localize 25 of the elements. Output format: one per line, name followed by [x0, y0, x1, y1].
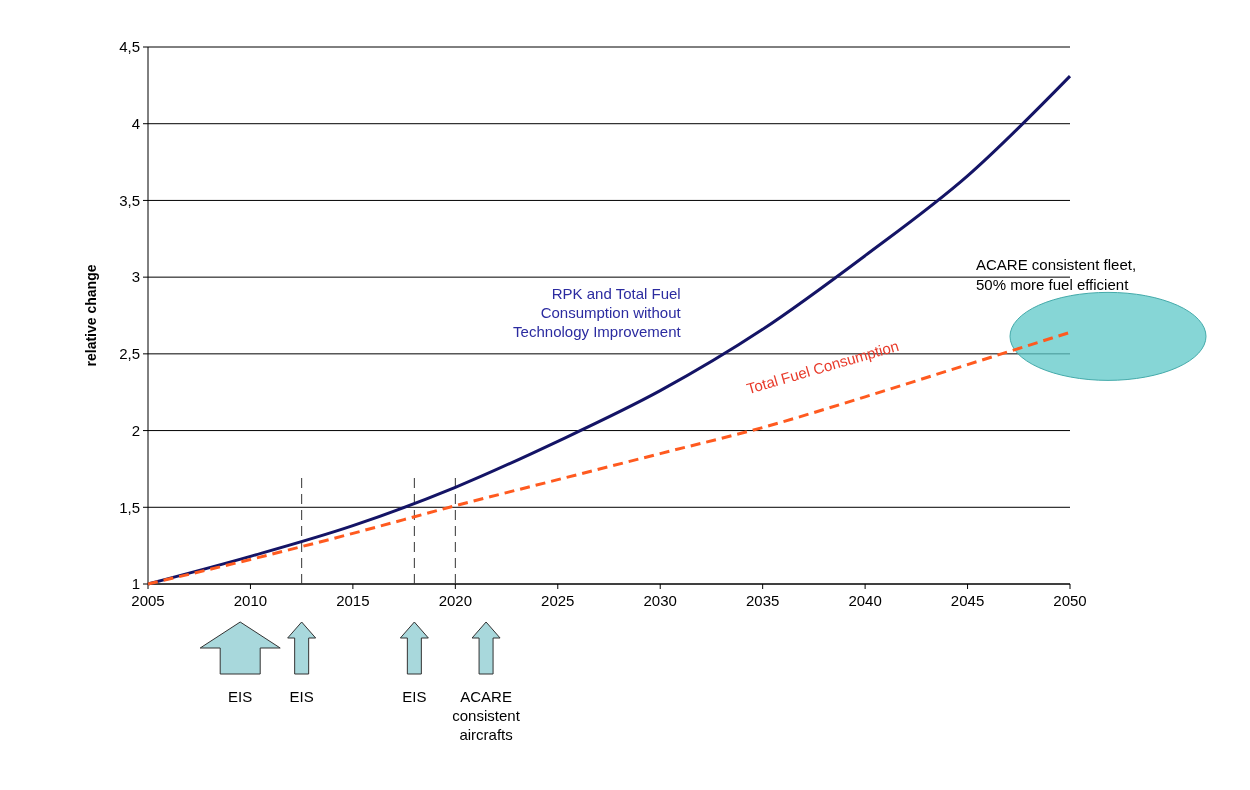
- y-tick-label: 1,5: [119, 498, 140, 516]
- y-tick-label: 2,5: [119, 345, 140, 363]
- text: EIS: [228, 688, 253, 705]
- text: EIS: [289, 688, 314, 705]
- x-tick-label: 2050: [1053, 592, 1087, 609]
- x-tick-label: 2010: [233, 592, 268, 609]
- y-tick-label: 3,5: [119, 191, 140, 209]
- y-tick-label: 3: [131, 268, 140, 286]
- x-tick-label: 2015: [336, 592, 370, 609]
- x-tick-label: 2025: [541, 592, 575, 609]
- x-tick-label: 2045: [950, 592, 985, 609]
- text: RPK and Total Fuel Consumption without Technology Improvement: [513, 284, 682, 340]
- y-axis-title: relative change: [83, 264, 99, 367]
- x-tick-label: 2035: [745, 592, 780, 609]
- y-tick-label: 4,5: [119, 38, 140, 56]
- text: EIS: [402, 688, 427, 705]
- x-tick-label: 2020: [438, 592, 473, 609]
- y-tick-label: 2: [131, 421, 140, 439]
- annotation: ACARE consistent fleet, 50% more fuel efficient: [976, 256, 1137, 294]
- y-tick-label: 1: [131, 575, 140, 593]
- x-tick-label: 2030: [643, 592, 677, 609]
- x-tick-label: 2040: [848, 592, 882, 609]
- x-tick-label: 2005: [131, 592, 165, 609]
- text: ACARE consistent aircrafts: [452, 688, 521, 743]
- y-tick-label: 4: [131, 114, 140, 132]
